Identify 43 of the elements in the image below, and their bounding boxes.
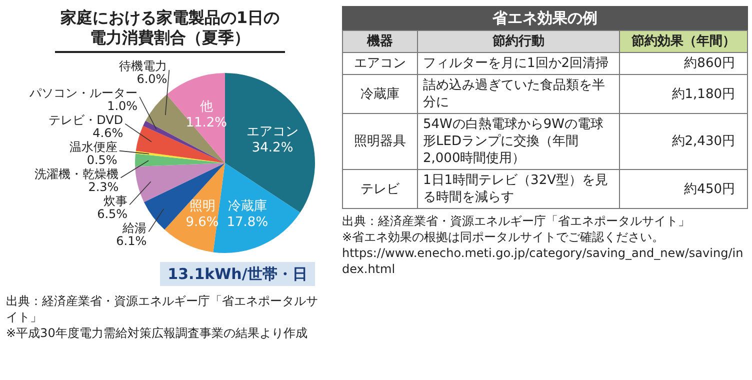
category-label: 節約行動 xyxy=(418,30,620,52)
slice-label: 炊事 xyxy=(104,194,128,208)
category-label: 照明器具 xyxy=(354,134,406,149)
text: 約860円 xyxy=(620,52,748,74)
category-label: 節約効果（年間） xyxy=(620,30,748,52)
text: 54Wの白熱電球から9Wの電球形LEDランプに交換（年間2,000時間使用） xyxy=(418,114,620,170)
text: 13.1kWh/世帯・日 xyxy=(160,262,315,286)
slice-label: 照明 xyxy=(189,198,216,214)
text: 省エネ効果の例 xyxy=(342,6,748,30)
data-label: 6.5% xyxy=(97,206,128,221)
category-label: エアコン xyxy=(354,56,406,71)
text: 約450円 xyxy=(620,170,748,208)
slice-label: テレビ・DVD xyxy=(48,112,124,127)
data-label: 6.1% xyxy=(116,234,147,248)
data-label: 4.6% xyxy=(92,126,124,140)
slice-label: パソコン・ルーター xyxy=(28,86,138,100)
category-label: テレビ xyxy=(360,182,400,196)
slice-label: 他 xyxy=(200,99,213,114)
data-label: 2.3% xyxy=(88,180,119,194)
text: https://www.enecho.meti.go.jp/category/saving_and_new/saving/index.html xyxy=(342,245,744,277)
slice-label: エアコン xyxy=(246,124,299,140)
data-label: 1.0% xyxy=(107,98,138,113)
source-note: 出典：経済産業省・資源エネルギー庁「省エネポータルサイト」 xyxy=(342,213,691,229)
slice-label: 温水便座 xyxy=(69,140,118,154)
text: ※省エネ効果の根拠は同ポータルサイトでご確認ください。 xyxy=(342,229,666,245)
source-note: 出典：経済産業省・資源エネルギー庁「省エネポータルサイト」 xyxy=(6,293,319,325)
slice-label: 待機電力 xyxy=(119,59,168,73)
chart-title: 家庭における家電製品の1日の電力消費割合（夏季） xyxy=(55,8,285,53)
text: 約1,180円 xyxy=(620,74,748,114)
category-label: 機器 xyxy=(342,30,418,52)
text: ※平成30年度電力需給対策広報調査事業の結果より作成 xyxy=(6,325,308,341)
category-label: 冷蔵庫 xyxy=(360,86,400,102)
text: フィルターを月に1回か2回清掃 xyxy=(418,52,620,74)
text: 約2,430円 xyxy=(620,114,748,170)
data-label: 17.8% xyxy=(226,215,268,230)
slice-label: 洗濯機・乾燥機 xyxy=(34,166,119,181)
data-label: 0.5% xyxy=(86,152,118,167)
data-label: 34.2% xyxy=(252,140,294,156)
data-label: 6.0% xyxy=(136,72,168,86)
text: 1日1時間テレビ（32V型）を見る時間を減らす xyxy=(418,170,620,208)
slice-label: 冷蔵庫 xyxy=(228,198,267,214)
slice-label: 給湯 xyxy=(122,220,147,235)
text: 詰め込み過ぎていた食品類を半分に xyxy=(418,74,620,114)
